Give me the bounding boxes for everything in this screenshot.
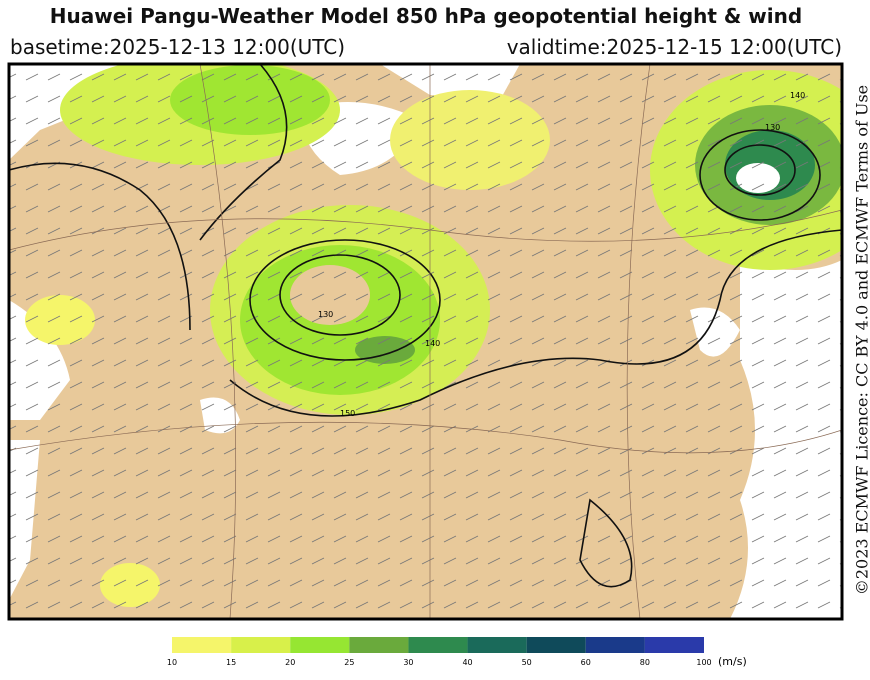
contour-label: 140: [790, 91, 805, 100]
map-body: [9, 64, 842, 619]
map-frame: [7, 62, 844, 621]
colorbar: 10 15 20 25 30 40 50 60 80 100 (m/s): [167, 637, 747, 668]
colorbar-label: 80: [640, 658, 650, 667]
colorbar-box: [349, 637, 409, 653]
colorbar-box: [408, 637, 468, 653]
colorbar-unit: (m/s): [718, 655, 747, 668]
colorbar-box: [290, 637, 350, 653]
contour-label: 130: [765, 123, 780, 132]
basetime: basetime:2025-12-13 12:00(UTC): [10, 35, 346, 59]
colorbar-label: 50: [522, 658, 532, 667]
colorbar-label: 15: [226, 658, 236, 667]
title: Huawei Pangu-Weather Model 850 hPa geopo…: [49, 4, 803, 28]
colorbar-box: [467, 637, 527, 653]
colorbar-label: 40: [462, 658, 472, 667]
colorbar-box: [231, 637, 291, 653]
colorbar-box: [172, 637, 232, 653]
colorbar-box: [585, 637, 645, 653]
colorbar-label: 20: [285, 658, 295, 667]
colorbar-label: 30: [403, 658, 413, 667]
colorbar-label: 25: [344, 658, 354, 667]
contour-label: 150: [340, 409, 355, 418]
colorbar-label: 100: [696, 658, 711, 667]
colorbar-box: [526, 637, 586, 653]
colorbar-label: 60: [581, 658, 591, 667]
contour-label: 140: [425, 339, 440, 348]
colorbar-box: [644, 637, 704, 653]
validtime: validtime:2025-12-15 12:00(UTC): [506, 35, 842, 59]
contour-label: 130: [318, 310, 333, 319]
colorbar-label: 10: [167, 658, 177, 667]
